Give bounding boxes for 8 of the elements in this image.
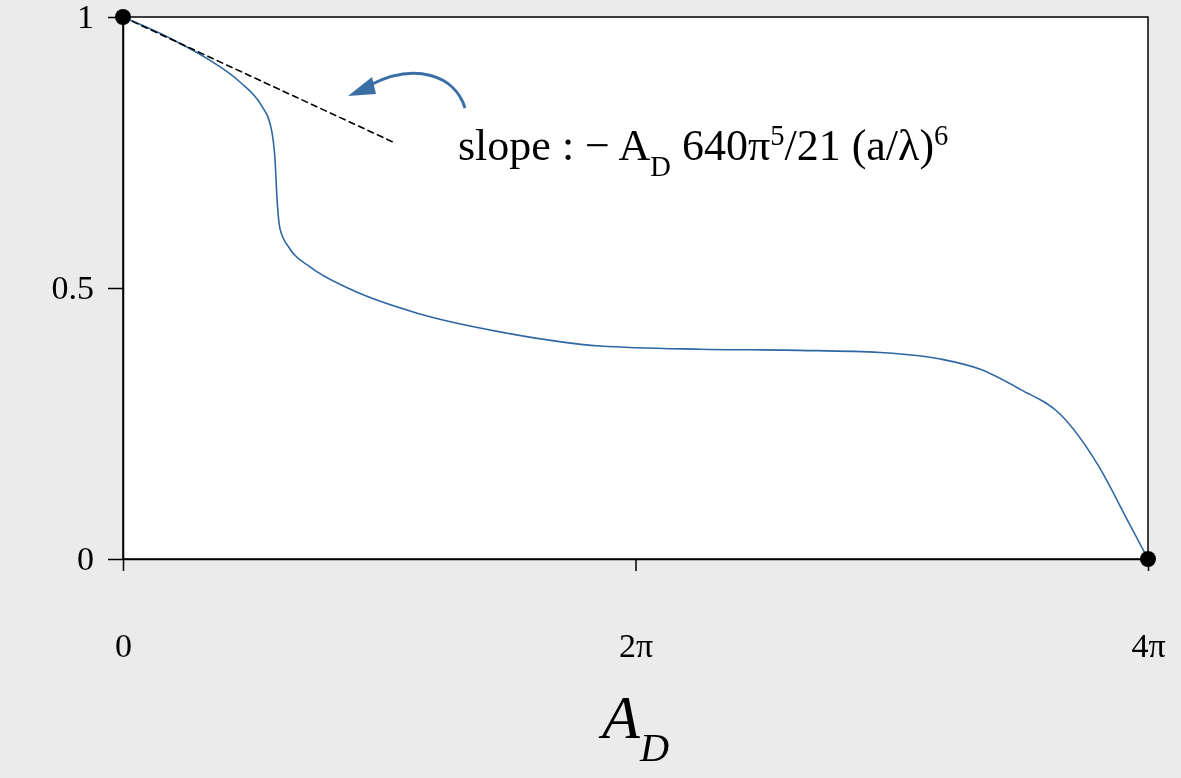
annotation: slope : − A$_{D}$ 640π$^{5}$/21 (a/λ)$^{6}$: [458, 119, 949, 182]
y-tick-label: 1: [77, 0, 94, 36]
x-tick-label: 0: [115, 627, 132, 665]
y-tick-label: 0: [77, 540, 94, 578]
y-tick-label: 0.5: [51, 269, 94, 307]
x-axis-title: A$_{D}$: [598, 683, 669, 770]
x-tick-label: 2π: [618, 627, 654, 665]
x-tick-label: 4π: [1131, 627, 1166, 665]
